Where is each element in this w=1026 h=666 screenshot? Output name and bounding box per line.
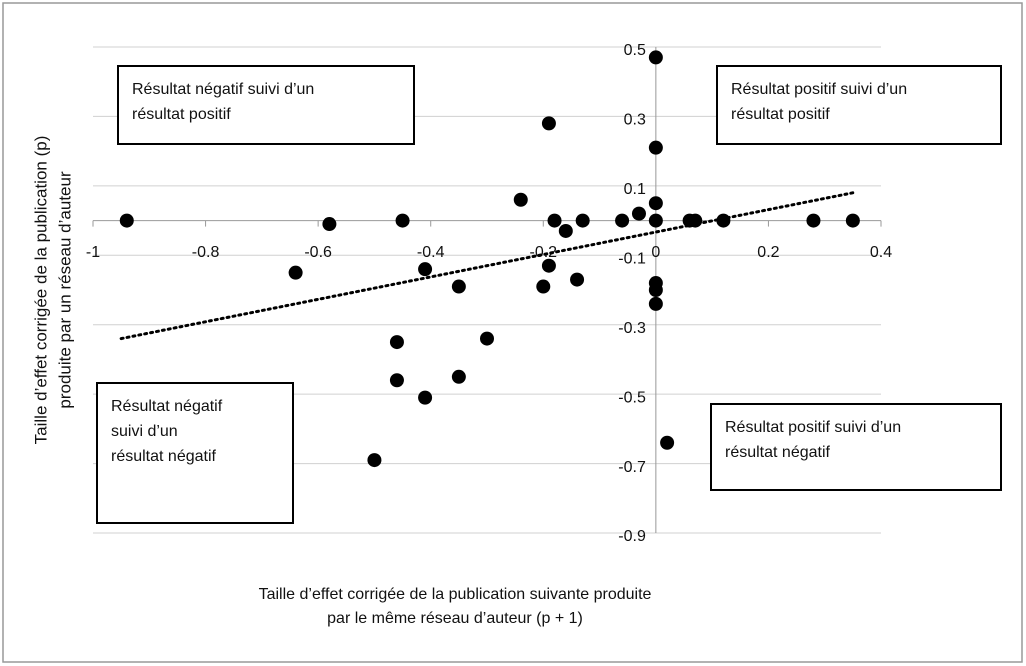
annotation-text: résultat négatif [111,448,217,465]
annotation-text: Résultat négatif [111,398,223,415]
y-tick-label: -0.7 [618,459,646,476]
y-tick-label: -0.3 [618,320,646,337]
point [547,213,562,228]
point [806,213,821,228]
point [660,435,675,450]
x-tick-label: -0.4 [417,244,445,261]
point [541,116,556,131]
point [570,272,585,287]
point [451,279,466,294]
point [367,453,382,468]
annotation-text: suivi d’un [111,423,178,440]
point [541,258,556,273]
point [480,331,494,346]
point [648,296,663,311]
point [119,213,134,228]
x-tick-label: -0.6 [304,244,332,261]
y-tick-label: 0.3 [624,112,646,129]
point [575,213,590,228]
trendline [119,191,855,341]
annotation-text: Résultat négatif suivi d’un [132,81,314,98]
point [389,373,404,388]
point [451,369,466,384]
x-tick-label: -0.8 [192,244,220,261]
x-tick-label: 0 [651,244,660,261]
point [648,196,663,211]
y-tick-label: 0.5 [624,42,646,59]
point [513,192,528,207]
point [558,223,573,238]
point [648,140,663,155]
annotation-box [716,65,1002,145]
y-axis-label: Taille d’effet corrigée de la publicatio… [31,136,50,445]
point [615,213,630,228]
annotation-text: Résultat positif suivi d’un [725,419,901,436]
point [845,213,860,228]
point [648,50,663,65]
y-tick-label: 0.1 [624,181,646,198]
y-axis-label: produite par un réseau d’auteur [55,171,74,409]
point [536,279,551,294]
point [418,262,433,277]
annotation-text: résultat positif [731,106,830,123]
x-axis-label: par le même réseau d’auteur (p + 1) [327,610,583,627]
point [288,265,303,280]
point [631,206,646,221]
point [395,213,410,228]
x-tick-label: 0.2 [757,244,779,261]
annotation-text: résultat négatif [725,444,831,461]
y-tick-label: -0.1 [618,251,646,268]
point [418,390,433,405]
annotation-box [96,382,294,524]
point [322,217,337,232]
annotation-box [710,403,1002,491]
x-tick-label: -1 [86,244,100,261]
point [389,335,404,350]
x-tick-label: 0.4 [870,244,892,261]
annotation-box [117,65,415,145]
annotation-text: résultat positif [132,106,231,123]
y-tick-label: -0.5 [618,389,646,406]
point [688,213,703,228]
point [716,213,731,228]
x-axis-label: Taille d’effet corrigée de la publicatio… [259,586,652,603]
point [648,283,663,297]
point [648,213,663,228]
y-tick-label: -0.9 [618,528,646,545]
annotation-text: Résultat positif suivi d’un [731,81,907,98]
